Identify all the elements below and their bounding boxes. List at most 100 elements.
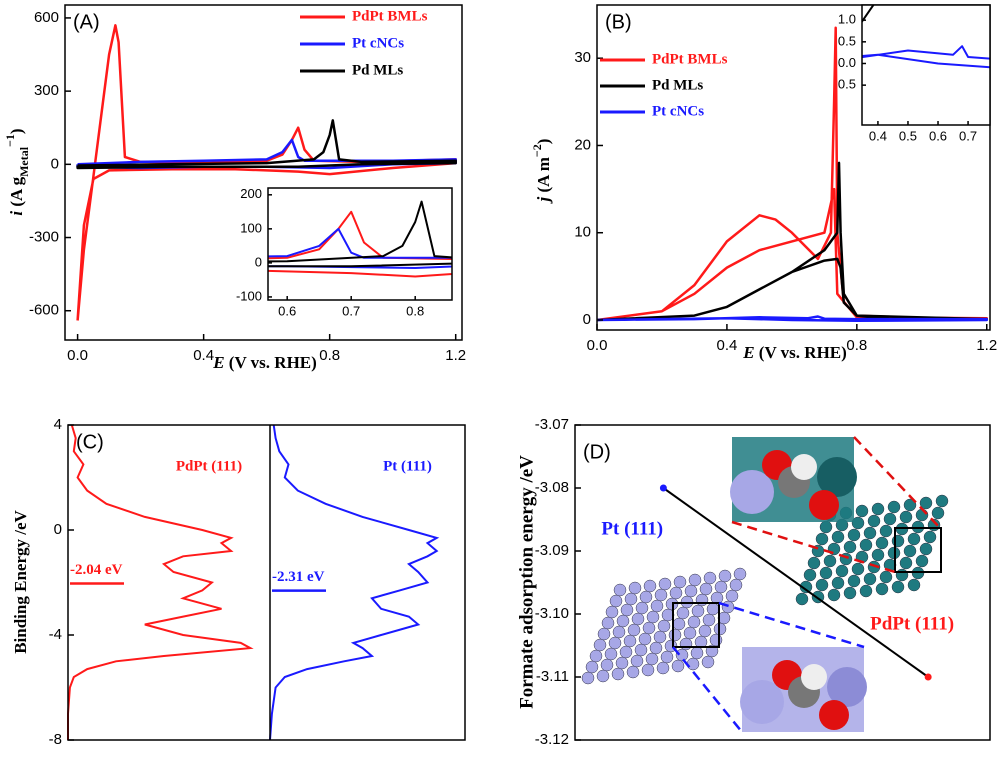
atom xyxy=(616,614,630,628)
atom xyxy=(686,657,700,671)
atom xyxy=(915,508,929,522)
y-tick-label: 300 xyxy=(34,82,59,99)
atom xyxy=(627,623,641,637)
y-tick-label: -3.11 xyxy=(536,668,569,685)
atom xyxy=(701,655,715,669)
atom xyxy=(684,584,698,598)
atom xyxy=(725,589,739,603)
dos-name: PdPt (111) xyxy=(176,458,242,474)
axis-label-part: i xyxy=(7,211,26,216)
y-tick-label: 0 xyxy=(51,155,59,172)
atom xyxy=(601,616,615,630)
legend-label: Pd MLs xyxy=(352,62,403,78)
trend-line xyxy=(662,487,929,678)
x-tick-label: 0.0 xyxy=(67,347,88,364)
atom xyxy=(709,633,723,647)
y-tick-label: -600 xyxy=(29,302,59,319)
atom xyxy=(619,645,633,659)
atom xyxy=(729,578,743,592)
legend-label: Pt cNCs xyxy=(652,103,704,119)
atom xyxy=(634,643,648,657)
atom xyxy=(631,612,645,626)
atom xyxy=(605,605,619,619)
y-axis-label: Binding Energy /eV xyxy=(11,509,30,653)
axis-label-part: −1 xyxy=(3,134,17,147)
atom xyxy=(656,661,670,675)
series-line xyxy=(76,119,457,170)
atom xyxy=(883,512,897,526)
atom xyxy=(672,617,686,631)
y-tick-label: 0 xyxy=(255,254,262,269)
inset-bg xyxy=(268,188,452,300)
y-tick-label: 0.0 xyxy=(838,55,856,70)
x-tick-label: 0.4 xyxy=(716,337,737,354)
d-band-label: -2.31 eV xyxy=(272,569,325,585)
y-tick-label: 1.0 xyxy=(838,12,856,27)
point-label: PdPt (111) xyxy=(870,613,954,634)
atom xyxy=(623,634,637,648)
panel-label: (C) xyxy=(76,431,104,453)
atom xyxy=(915,554,929,568)
y-tick-label: -4 xyxy=(49,626,62,643)
atom xyxy=(703,571,717,585)
atom xyxy=(863,572,877,586)
y-tick-label: 0.5 xyxy=(838,33,856,48)
y-tick-label: 0 xyxy=(54,521,62,538)
atom xyxy=(799,580,813,594)
y-tick-label: -8 xyxy=(49,731,62,748)
x-tick-label: 1.2 xyxy=(445,347,466,364)
atom xyxy=(879,570,893,584)
x-tick-label: 0.0 xyxy=(587,337,608,354)
series-line xyxy=(268,227,452,269)
atom xyxy=(875,582,889,596)
axis-label-part: E xyxy=(742,343,754,362)
atom xyxy=(615,656,629,670)
atom xyxy=(699,582,713,596)
axis-label: E (V vs. RHE) xyxy=(742,343,847,362)
zoom-guide xyxy=(853,436,941,529)
plot-frame xyxy=(596,4,991,331)
atom xyxy=(641,663,655,677)
atom xyxy=(609,594,623,608)
atom xyxy=(919,496,933,510)
x-tick-label: 0.6 xyxy=(278,303,296,318)
atom xyxy=(628,581,642,595)
y-tick-label: -3.07 xyxy=(535,416,569,433)
atom xyxy=(654,588,668,602)
y-tick-label: -300 xyxy=(29,228,59,245)
hydrogen xyxy=(791,454,817,480)
series-line xyxy=(862,45,990,69)
atom xyxy=(660,650,674,664)
point xyxy=(659,484,667,492)
y-axis-label: Formate adsorption energy /eV xyxy=(516,455,537,709)
plot-frame xyxy=(267,187,453,301)
atom xyxy=(855,504,869,518)
dos-curve xyxy=(269,424,440,741)
atom xyxy=(645,652,659,666)
atom xyxy=(597,627,611,641)
atom xyxy=(639,590,653,604)
atom xyxy=(687,615,701,629)
atom xyxy=(931,506,945,520)
x-tick-label: 0.8 xyxy=(846,337,867,354)
y-tick-label: -3.08 xyxy=(535,479,569,496)
atom xyxy=(835,564,849,578)
atom xyxy=(626,665,640,679)
atom xyxy=(624,592,638,606)
atom xyxy=(638,632,652,646)
zoom-guide xyxy=(672,646,743,733)
atom xyxy=(596,669,610,683)
atom xyxy=(589,649,603,663)
y-tick-label: 100 xyxy=(240,220,262,235)
atom xyxy=(827,667,867,707)
y-tick-label: 600 xyxy=(34,9,59,26)
atom xyxy=(733,567,747,581)
panel-label: (D) xyxy=(583,441,611,463)
y-tick-label: 10 xyxy=(574,224,591,241)
plot-frame xyxy=(67,424,466,741)
atom xyxy=(683,626,697,640)
atom xyxy=(907,532,921,546)
axis-label-part: (V vs. RHE) xyxy=(755,343,847,362)
atom xyxy=(671,659,685,673)
